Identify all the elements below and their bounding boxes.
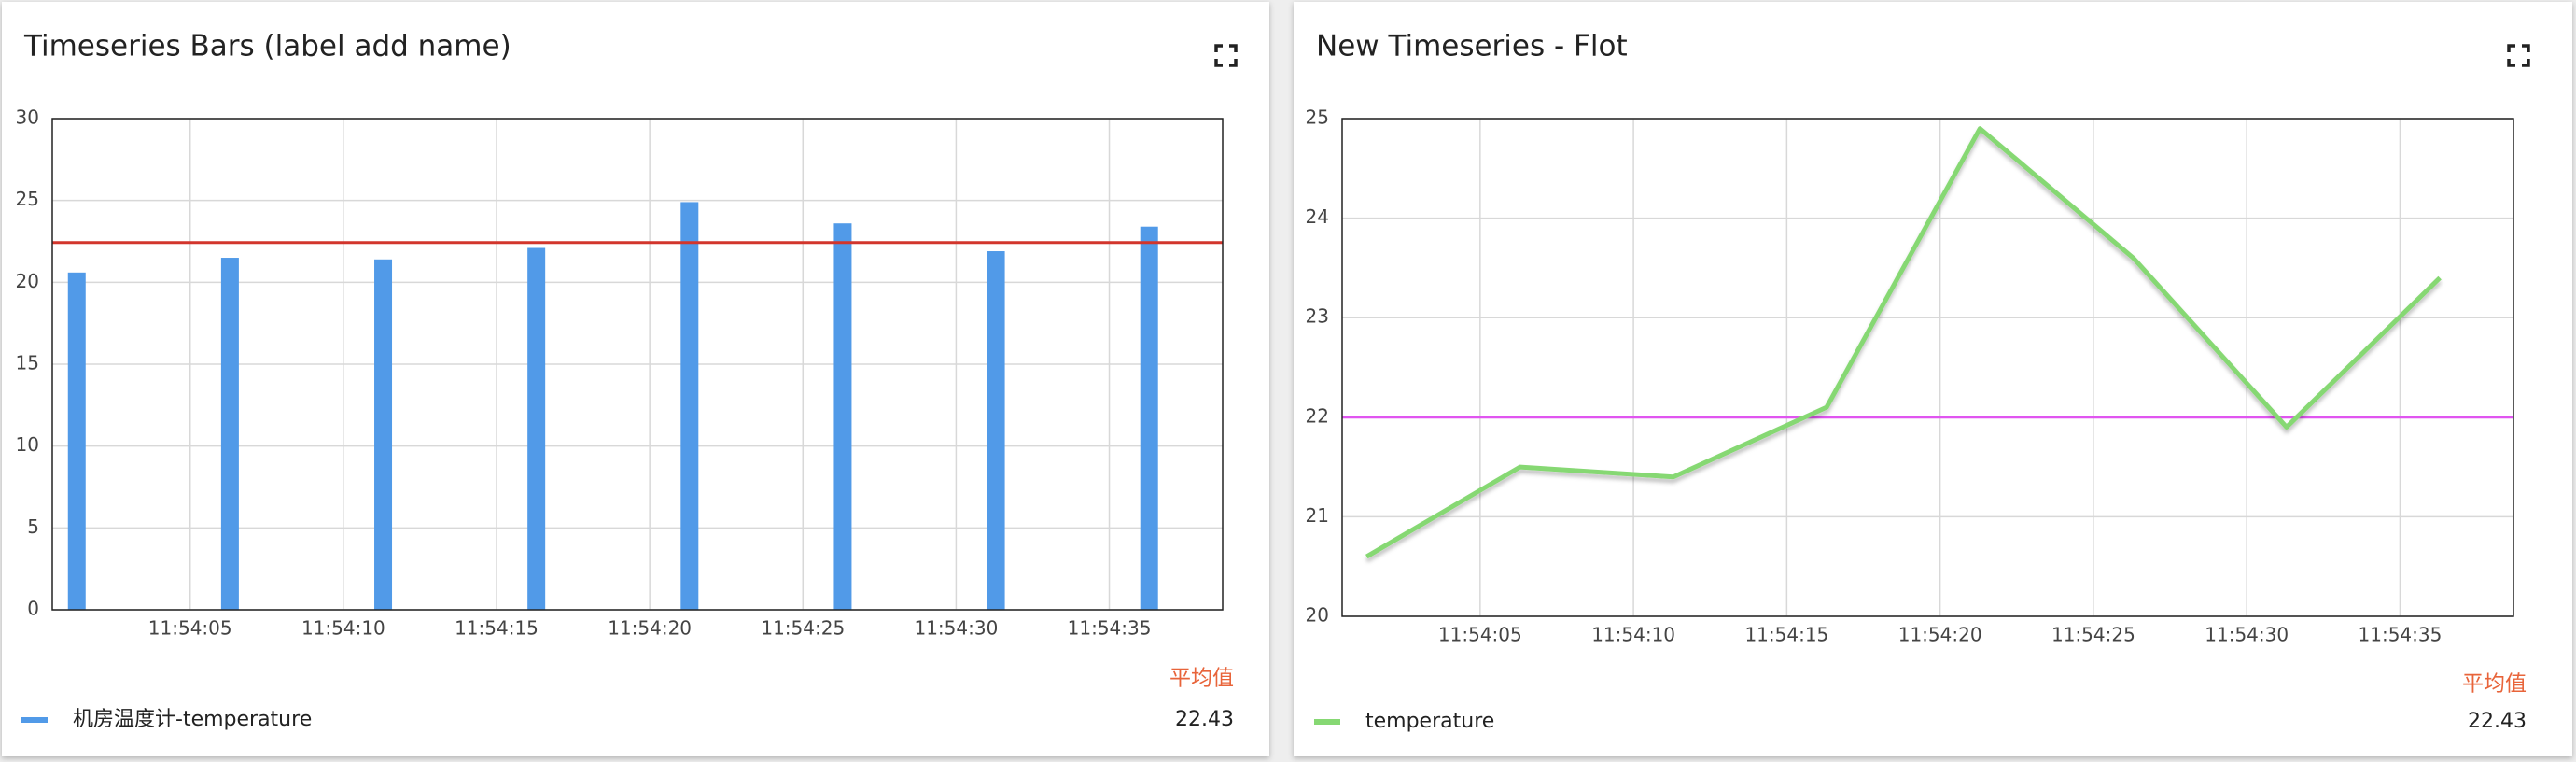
x-tick-label: 11:54:30 (2205, 624, 2289, 646)
y-tick-label: 15 (16, 352, 39, 374)
fullscreen-button[interactable] (2507, 44, 2530, 67)
chart-title: New Timeseries - Flot (1316, 30, 1628, 64)
y-tick-label: 20 (1306, 604, 1329, 627)
line (1365, 126, 2442, 559)
legend-header: 平均值 (2462, 672, 2527, 697)
bar (680, 202, 699, 611)
panel (1294, 2, 2572, 756)
x-tick-label: 11:54:35 (2359, 624, 2443, 646)
panel (2, 2, 1269, 756)
y-tick-label: 21 (1306, 504, 1329, 527)
x-tick-label: 11:54:25 (2051, 624, 2135, 646)
x-tick-label: 11:54:10 (301, 617, 385, 640)
plot-frame (1341, 118, 2514, 617)
x-tick-label: 11:54:20 (1898, 624, 1982, 646)
x-tick-label: 11:54:30 (914, 617, 998, 640)
bar (987, 251, 1005, 610)
y-tick-label: 10 (16, 433, 39, 456)
x-tick-label: 11:54:10 (1591, 624, 1675, 646)
y-tick-label: 0 (27, 598, 39, 620)
y-tick-label: 5 (27, 515, 39, 538)
x-tick-label: 11:54:15 (1744, 624, 1828, 646)
x-tick-label: 11:54:05 (1438, 624, 1522, 646)
bar (374, 259, 393, 610)
bar (1140, 226, 1158, 610)
y-tick-label: 23 (1306, 305, 1329, 328)
bar (67, 272, 86, 610)
y-tick-label: 25 (16, 188, 39, 210)
bar (833, 223, 852, 611)
y-tick-label: 22 (1306, 404, 1329, 427)
legend-header: 平均值 (1169, 667, 1234, 691)
legend-label: 机房温度计-temperature (73, 708, 312, 731)
legend-value: 22.43 (2468, 710, 2527, 733)
fullscreen-button[interactable] (1214, 44, 1238, 67)
bar (527, 247, 546, 610)
x-tick-label: 11:54:05 (148, 617, 232, 640)
y-tick-label: 30 (16, 106, 39, 129)
x-tick-label: 11:54:25 (761, 617, 845, 640)
chart-title: Timeseries Bars (label add name) (23, 30, 511, 64)
y-tick-label: 25 (1306, 106, 1329, 129)
x-tick-label: 11:54:20 (608, 617, 692, 640)
bar (220, 258, 239, 610)
y-tick-label: 24 (1306, 205, 1329, 228)
x-tick-label: 11:54:35 (1068, 617, 1152, 640)
legend-value: 22.43 (1175, 708, 1234, 731)
x-tick-label: 11:54:15 (455, 617, 539, 640)
legend-label: temperature (1365, 710, 1494, 733)
plot-frame (51, 118, 1224, 611)
y-tick-label: 20 (16, 270, 39, 292)
